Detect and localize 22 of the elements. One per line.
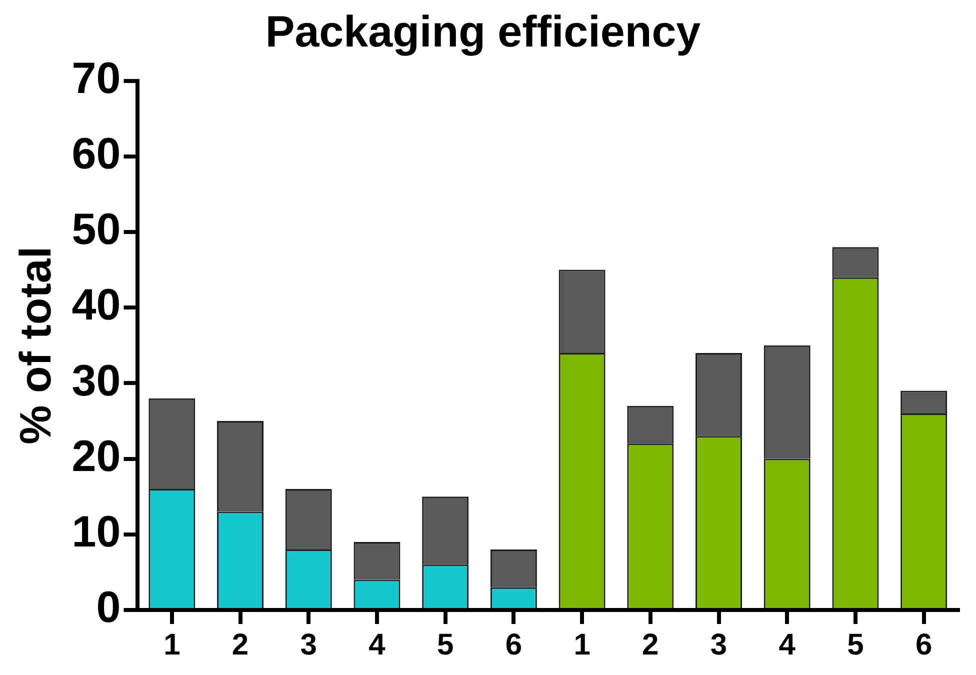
y-tick-label: 0 [96, 583, 121, 632]
x-tick-label: 3 [300, 628, 317, 662]
y-tick-label: 50 [72, 205, 121, 254]
y-axis-title: % of total [12, 246, 61, 444]
y-tick-label: 20 [72, 432, 121, 481]
x-tick-label: 2 [642, 628, 659, 662]
x-tick-label: 5 [847, 628, 864, 662]
x-tick-label: 5 [436, 628, 454, 662]
x-tick-label: 1 [164, 628, 180, 662]
x-tick-label: 6 [915, 628, 932, 662]
y-tick-label: 10 [72, 508, 121, 557]
x-tick-label: 6 [505, 628, 522, 662]
y-tick-label: 70 [72, 54, 121, 103]
x-tick-label: 2 [232, 628, 249, 662]
y-tick-label: 60 [72, 130, 121, 179]
chart-title: Packaging efficiency [265, 8, 702, 57]
y-tick-label: 30 [72, 356, 121, 406]
x-tick-label: 3 [710, 628, 728, 662]
x-tick-label: 1 [574, 628, 590, 662]
x-tick-label: 4 [778, 628, 796, 662]
y-tick-label: 40 [72, 280, 121, 330]
x-tick-label: 4 [368, 628, 386, 662]
